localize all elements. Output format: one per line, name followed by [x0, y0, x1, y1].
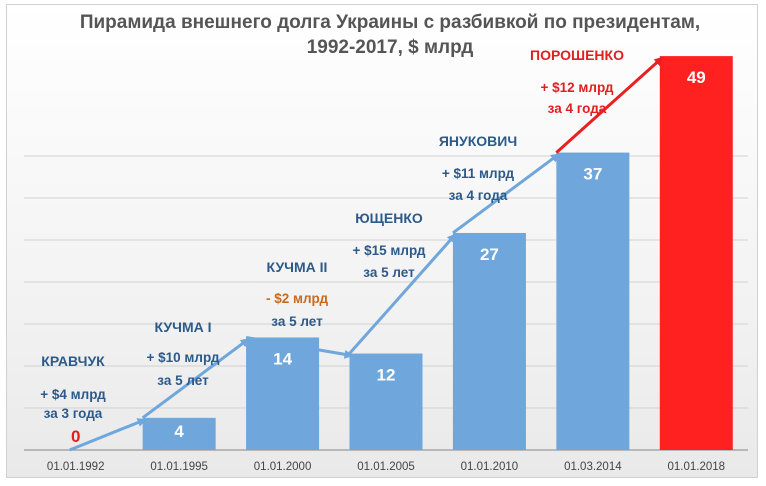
period-label: за 4 года [548, 101, 607, 116]
x-tick-label: 01.03.2014 [564, 461, 622, 473]
bar [659, 56, 733, 450]
x-tick-label: 01.01.2000 [254, 461, 312, 473]
bar-value-label: 37 [583, 165, 602, 184]
period-label: за 5 лет [157, 373, 209, 388]
bar-value-label: 12 [377, 366, 396, 385]
x-tick-label: 01.01.1992 [47, 461, 105, 473]
x-tick-label: 01.01.2018 [668, 461, 726, 473]
chart-title-line-1: Пирамида внешнего долга Украины с разбив… [79, 12, 701, 33]
trend-arrow [245, 335, 354, 359]
bar-value-label: 0 [71, 427, 80, 446]
period-label: за 5 лет [271, 314, 323, 329]
debt-change-label: + $12 млрд [541, 80, 614, 95]
president-label: КУЧМА II [267, 259, 328, 275]
bar [556, 152, 630, 451]
president-label: КУЧМА I [155, 319, 212, 335]
bar [142, 417, 216, 450]
trend-arrow [69, 418, 147, 452]
trend-arrow [348, 233, 457, 355]
debt-change-label: + $15 млрд [353, 243, 426, 258]
x-tick-label: 01.01.1995 [150, 461, 208, 473]
x-tick-label: 01.01.2005 [357, 461, 415, 473]
period-label: за 4 года [449, 188, 508, 203]
debt-change-label: + $10 млрд [147, 350, 220, 365]
bar [246, 337, 320, 450]
bar [349, 353, 423, 450]
president-label: ПОРОШЕНКО [530, 47, 624, 63]
president-label: ЮЩЕНКО [355, 210, 423, 226]
debt-change-label: + $4 млрд [40, 387, 106, 402]
president-label: КРАВЧУК [41, 353, 105, 369]
trend-arrow-highlight [555, 56, 664, 154]
bar-value-label: 4 [174, 422, 184, 441]
trend-arrow [141, 338, 250, 420]
bar-value-label: 14 [273, 349, 292, 368]
period-label: за 3 года [44, 406, 103, 421]
debt-change-label: + $11 млрд [442, 166, 515, 181]
period-label: за 5 лет [363, 265, 415, 280]
chart-title-line-2: 1992-2017, $ млрд [306, 37, 474, 58]
x-tick-label: 01.01.2010 [461, 461, 519, 473]
bar-value-label: 49 [687, 68, 706, 87]
trend-arrow [452, 153, 560, 235]
bar [452, 232, 526, 450]
debt-change-label: - $2 млрд [266, 291, 328, 306]
bar-value-label: 27 [480, 245, 499, 264]
president-label: ЯНУКОВИЧ [439, 133, 517, 149]
chart-title: Пирамида внешнего долга Украины с разбив… [40, 10, 740, 60]
